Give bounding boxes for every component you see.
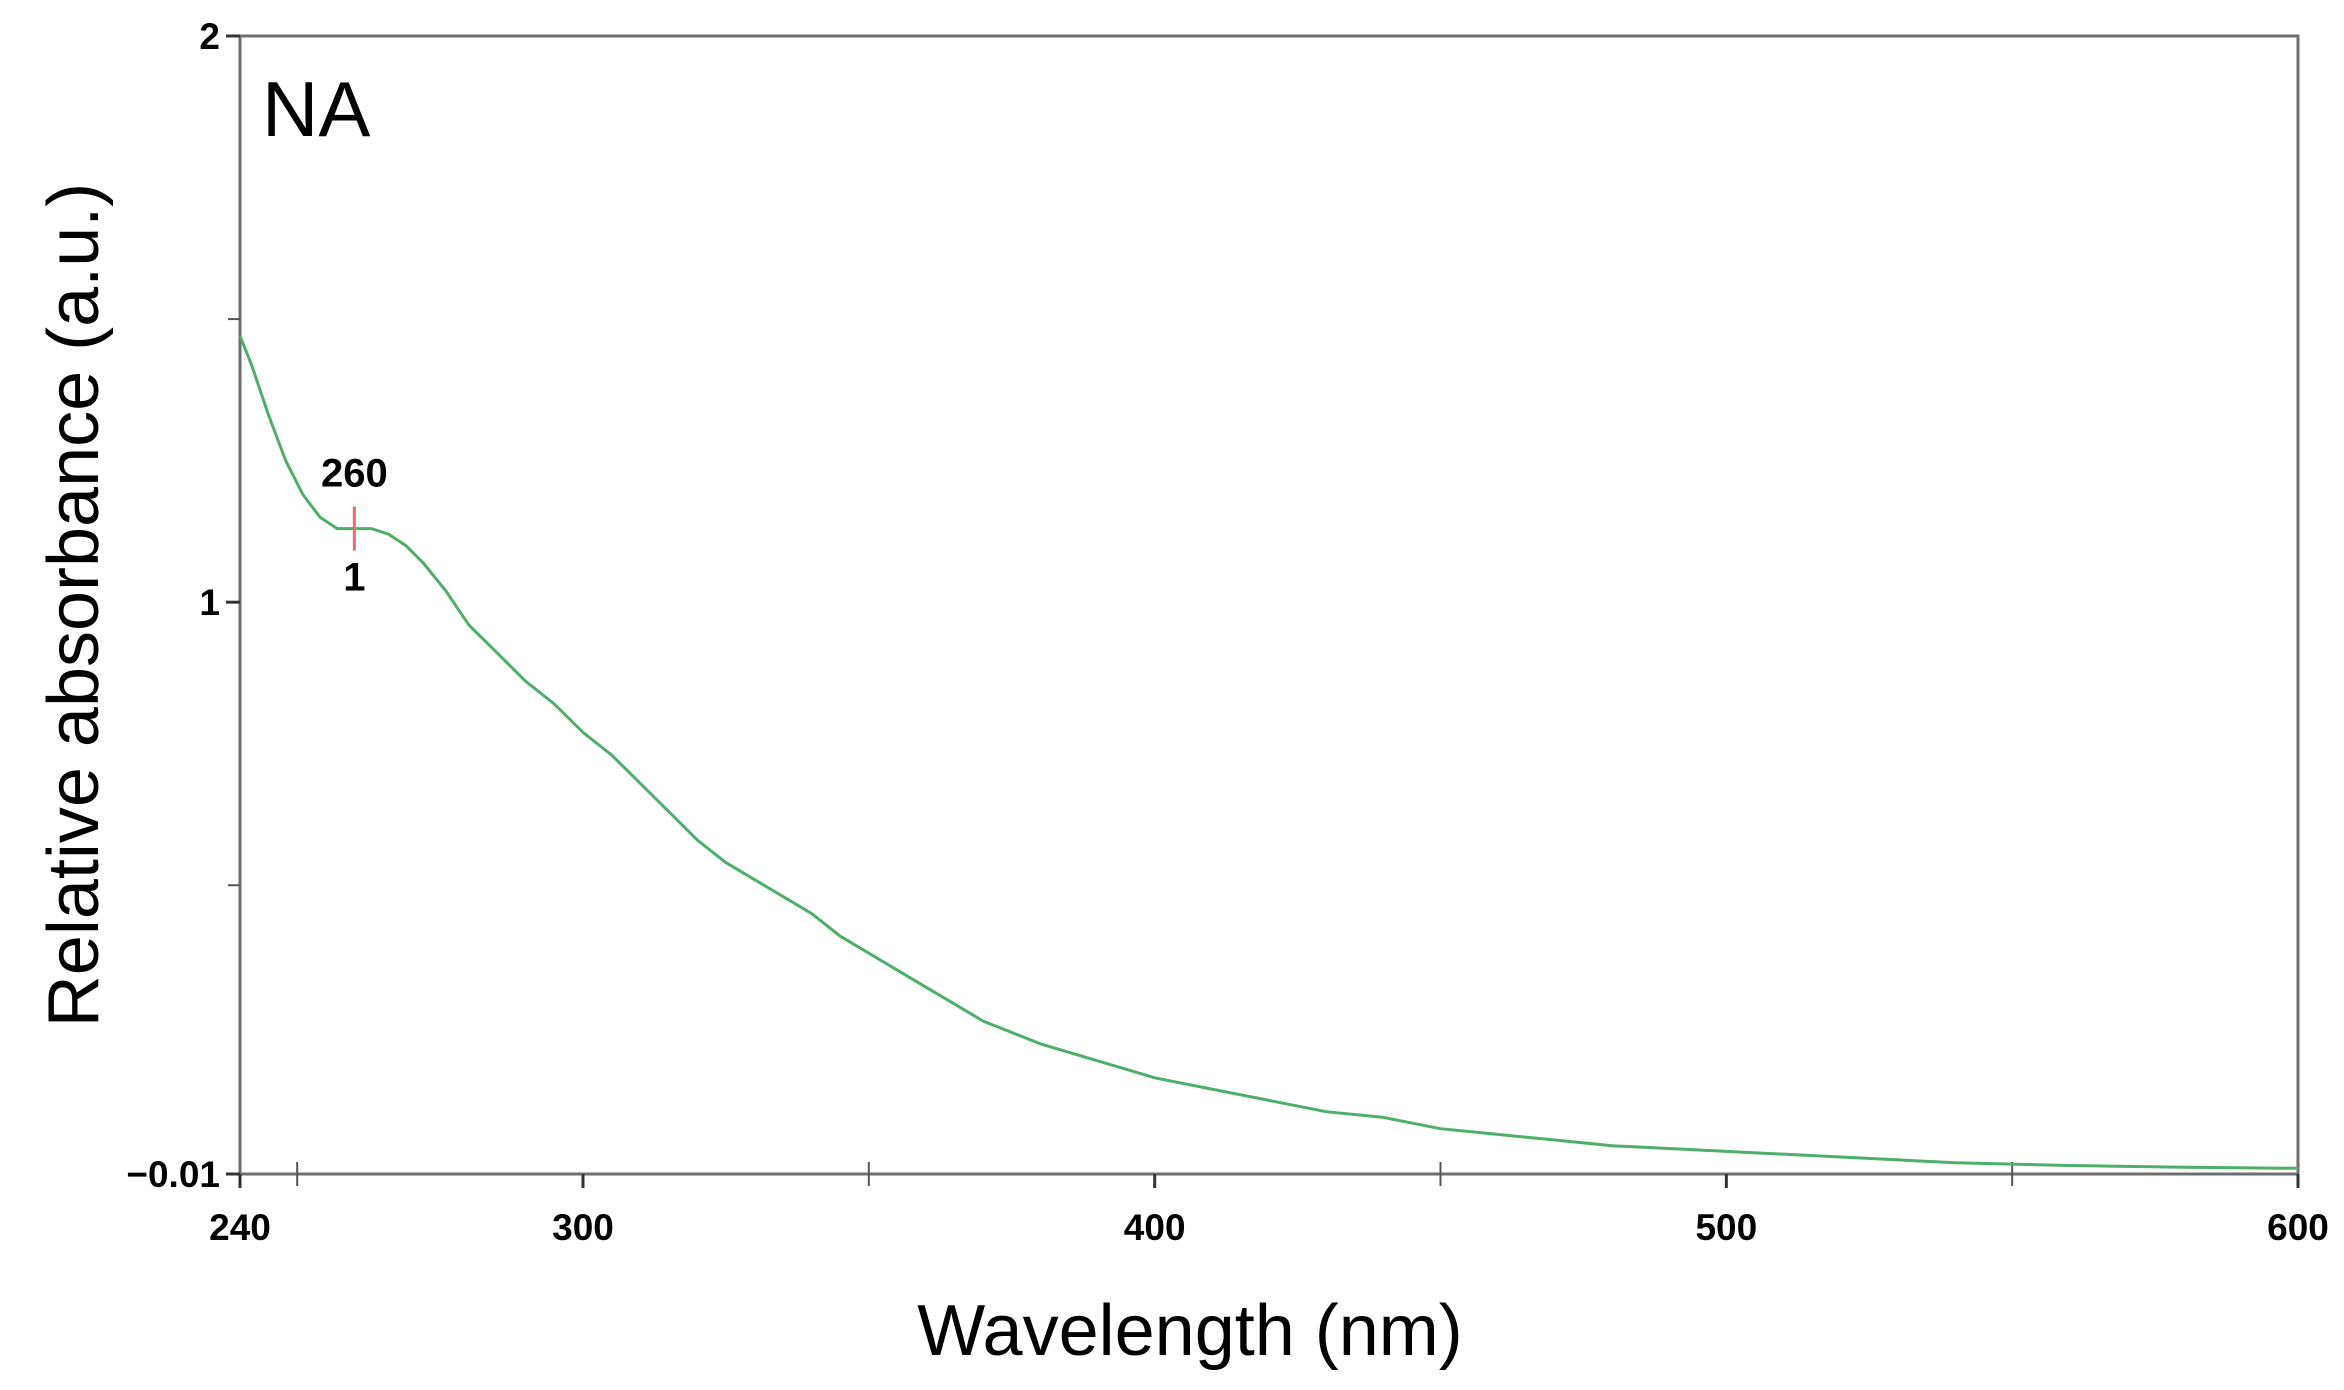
x-tick-label: 300 xyxy=(552,1207,614,1248)
minor-ticks xyxy=(228,318,2014,1186)
panel-label: NA xyxy=(262,65,370,153)
x-axis-title: Wavelength (nm) xyxy=(917,1291,1463,1371)
y-tick-label: 1 xyxy=(199,582,220,623)
x-tick-label: 400 xyxy=(1124,1207,1186,1248)
x-tick-label: 240 xyxy=(209,1207,271,1248)
peak-marker-index-label: 1 xyxy=(343,556,365,600)
peak-marker-wavelength-label: 260 xyxy=(321,452,388,496)
y-axis-ticks: −0.01 1 2 xyxy=(126,16,240,1195)
x-axis-ticks: 240 300 400 500 600 xyxy=(209,1174,2329,1248)
plot-frame xyxy=(238,34,2300,1176)
y-tick-label: 2 xyxy=(199,16,220,57)
y-axis-title: Relative absorbance (a.u.) xyxy=(34,183,114,1027)
absorbance-series-line xyxy=(238,335,2299,1170)
x-tick-label: 500 xyxy=(1695,1207,1757,1248)
x-tick-label: 600 xyxy=(2267,1207,2329,1248)
y-tick-label: −0.01 xyxy=(126,1154,220,1195)
